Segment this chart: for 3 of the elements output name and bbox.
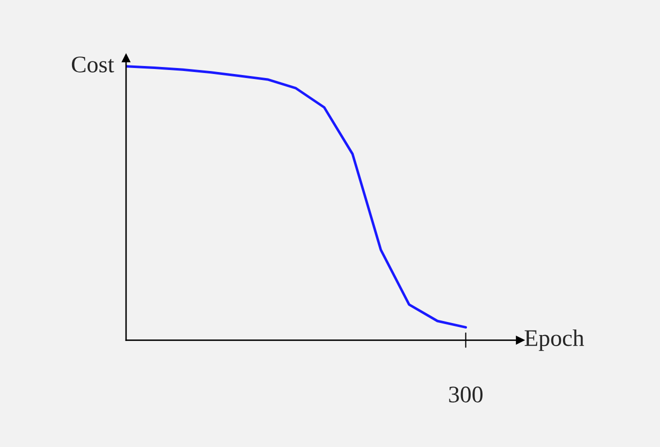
text: 300 — [449, 386, 483, 402]
x-axis-title: Epoch — [524, 329, 584, 351]
y-axis-title: Cost — [72, 56, 114, 72]
